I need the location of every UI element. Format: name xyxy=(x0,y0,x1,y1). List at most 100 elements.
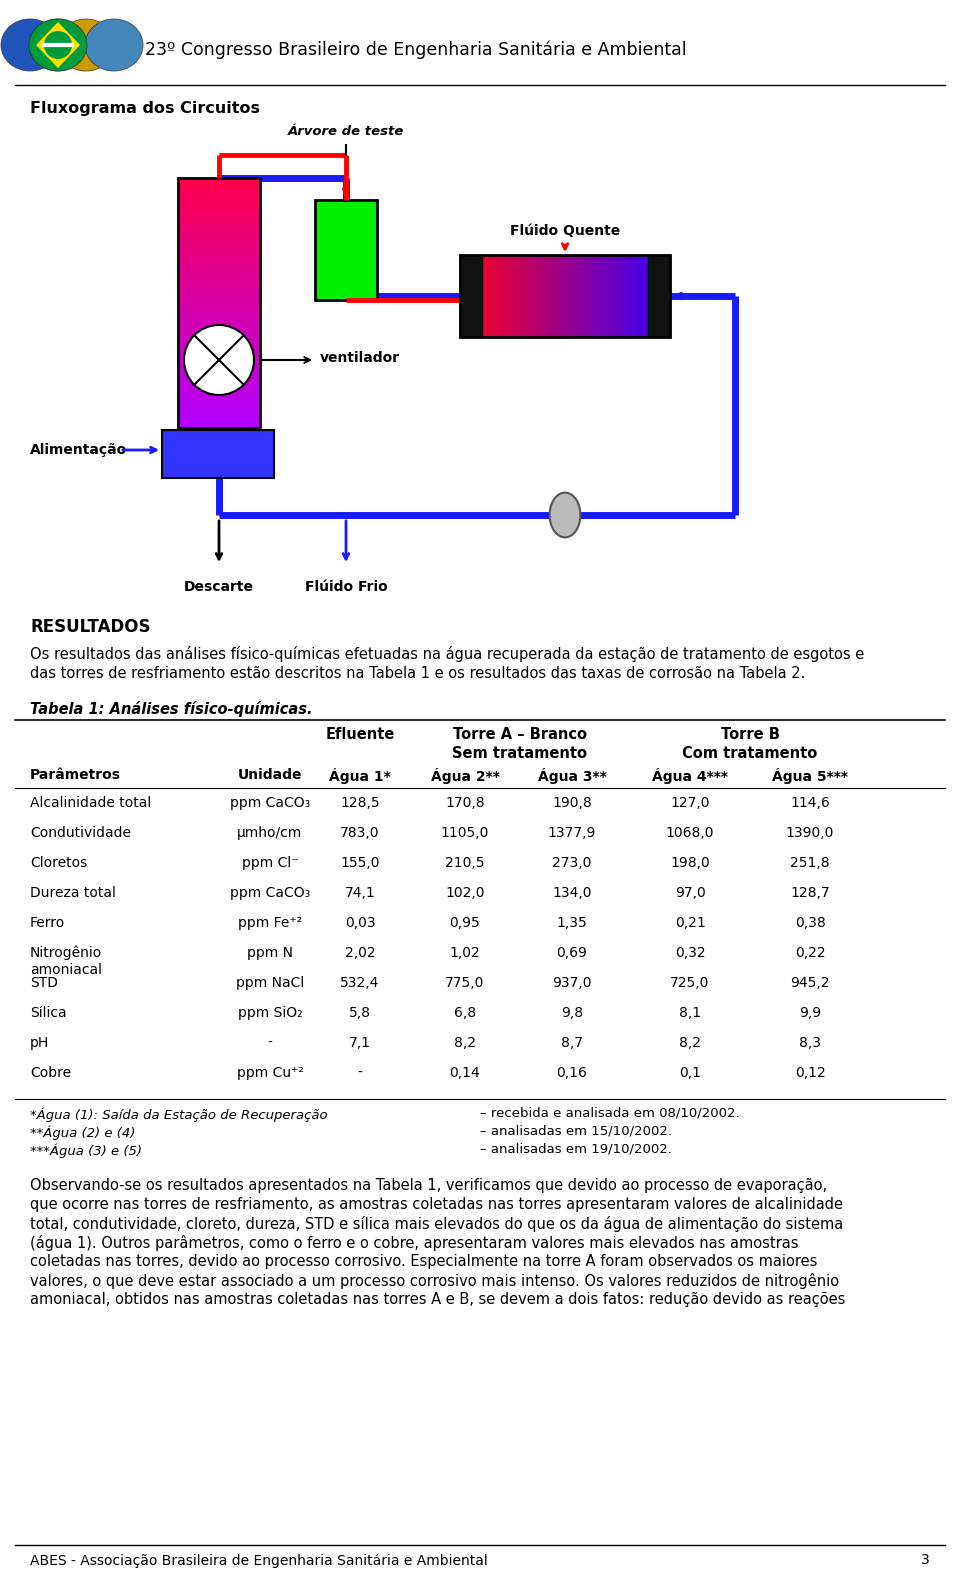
Text: 9,8: 9,8 xyxy=(561,1007,583,1019)
Text: total, condutividade, cloreto, dureza, STD e sílica mais elevados do que os da á: total, condutividade, cloreto, dureza, S… xyxy=(30,1216,843,1232)
Text: Tabela 1: Análises físico-químicas.: Tabela 1: Análises físico-químicas. xyxy=(30,702,313,717)
Text: – analisadas em 19/10/2002.: – analisadas em 19/10/2002. xyxy=(480,1144,672,1156)
Text: 198,0: 198,0 xyxy=(670,856,709,870)
Text: 6,8: 6,8 xyxy=(454,1007,476,1019)
Text: 0,1: 0,1 xyxy=(679,1066,701,1081)
Text: ppm Cl⁻: ppm Cl⁻ xyxy=(242,856,299,870)
Ellipse shape xyxy=(29,19,87,71)
Bar xyxy=(648,255,670,337)
Text: Descarte: Descarte xyxy=(184,580,254,595)
Text: 5,8: 5,8 xyxy=(349,1007,371,1019)
Text: coletadas nas torres, devido ao processo corrosivo. Especialmente na torre A for: coletadas nas torres, devido ao processo… xyxy=(30,1254,817,1269)
Text: Torre A – Branco: Torre A – Branco xyxy=(453,727,587,742)
Text: 0,03: 0,03 xyxy=(345,915,375,930)
Text: – recebida e analisada em 08/10/2002.: – recebida e analisada em 08/10/2002. xyxy=(480,1107,739,1120)
Text: ppm Cu⁺²: ppm Cu⁺² xyxy=(236,1066,303,1081)
Bar xyxy=(178,178,260,428)
Text: Nitrogênio
amoniacal: Nitrogênio amoniacal xyxy=(30,945,103,977)
Text: Dureza total: Dureza total xyxy=(30,886,116,900)
Text: Flúido Frio: Flúido Frio xyxy=(304,580,388,595)
Text: -: - xyxy=(268,1037,273,1051)
Circle shape xyxy=(184,326,254,395)
Text: -: - xyxy=(357,1066,363,1081)
Text: Água 2**: Água 2** xyxy=(431,768,499,783)
Bar xyxy=(162,429,274,478)
Text: 9,9: 9,9 xyxy=(799,1007,821,1019)
Text: Alimentação: Alimentação xyxy=(30,444,128,458)
Text: RESULTADOS: RESULTADOS xyxy=(30,618,151,635)
Text: Ferro: Ferro xyxy=(30,915,65,930)
Text: amoniacal, obtidos nas amostras coletadas nas torres A e B, se devem a dois fato: amoniacal, obtidos nas amostras coletada… xyxy=(30,1291,846,1307)
Text: 134,0: 134,0 xyxy=(552,886,591,900)
Text: Com tratamento: Com tratamento xyxy=(683,746,818,761)
Text: 532,4: 532,4 xyxy=(340,975,380,989)
Text: ppm Fe⁺²: ppm Fe⁺² xyxy=(238,915,302,930)
Text: 775,0: 775,0 xyxy=(445,975,485,989)
Text: 1,35: 1,35 xyxy=(557,915,588,930)
Text: 273,0: 273,0 xyxy=(552,856,591,870)
Text: 102,0: 102,0 xyxy=(445,886,485,900)
Ellipse shape xyxy=(1,19,59,71)
Text: das torres de resfriamento estão descritos na Tabela 1 e os resultados das taxas: das torres de resfriamento estão descrit… xyxy=(30,665,805,681)
Text: 1390,0: 1390,0 xyxy=(786,826,834,840)
Text: 0,69: 0,69 xyxy=(557,945,588,960)
Text: 945,2: 945,2 xyxy=(790,975,829,989)
Text: Fluxograma dos Circuitos: Fluxograma dos Circuitos xyxy=(30,101,260,115)
Text: 7,1: 7,1 xyxy=(349,1037,371,1051)
Text: Flúido Quente: Flúido Quente xyxy=(510,223,620,238)
Text: Unidade: Unidade xyxy=(238,768,302,782)
Text: 0,21: 0,21 xyxy=(675,915,706,930)
Ellipse shape xyxy=(549,492,581,538)
Text: valores, o que deve estar associado a um processo corrosivo mais intenso. Os val: valores, o que deve estar associado a um… xyxy=(30,1273,839,1288)
Text: 1377,9: 1377,9 xyxy=(548,826,596,840)
Ellipse shape xyxy=(85,19,143,71)
Text: Água 5***: Água 5*** xyxy=(772,768,848,783)
Text: ABES - Associação Brasileira de Engenharia Sanitária e Ambiental: ABES - Associação Brasileira de Engenhar… xyxy=(30,1553,488,1568)
Text: 0,32: 0,32 xyxy=(675,945,706,960)
Text: 190,8: 190,8 xyxy=(552,796,592,810)
Text: Alcalinidade total: Alcalinidade total xyxy=(30,796,152,810)
Text: Os resultados das análises físico-químicas efetuadas na água recuperada da estaç: Os resultados das análises físico-químic… xyxy=(30,647,864,662)
Text: 127,0: 127,0 xyxy=(670,796,709,810)
Text: 783,0: 783,0 xyxy=(340,826,380,840)
Text: 74,1: 74,1 xyxy=(345,886,375,900)
Text: 251,8: 251,8 xyxy=(790,856,829,870)
Text: Efluente: Efluente xyxy=(325,727,395,742)
Text: Torre B: Torre B xyxy=(721,727,780,742)
Text: 0,16: 0,16 xyxy=(557,1066,588,1081)
Text: 8,2: 8,2 xyxy=(679,1037,701,1051)
Text: Água 4***: Água 4*** xyxy=(652,768,728,783)
Text: 2,02: 2,02 xyxy=(345,945,375,960)
Text: 1068,0: 1068,0 xyxy=(665,826,714,840)
Text: 128,7: 128,7 xyxy=(790,886,829,900)
Text: Cloretos: Cloretos xyxy=(30,856,87,870)
Text: ppm NaCl: ppm NaCl xyxy=(236,975,304,989)
Text: 0,22: 0,22 xyxy=(795,945,826,960)
Polygon shape xyxy=(36,22,80,68)
Text: *Água (1): Saída da Estação de Recuperação: *Água (1): Saída da Estação de Recuperaç… xyxy=(30,1107,327,1122)
Text: pH: pH xyxy=(30,1037,49,1051)
Text: STD: STD xyxy=(30,975,58,989)
Text: Sem tratamento: Sem tratamento xyxy=(452,746,588,761)
Text: ppm N: ppm N xyxy=(247,945,293,960)
Text: 155,0: 155,0 xyxy=(340,856,380,870)
Text: 128,5: 128,5 xyxy=(340,796,380,810)
Text: 0,95: 0,95 xyxy=(449,915,480,930)
Text: Condutividade: Condutividade xyxy=(30,826,131,840)
Text: Sílica: Sílica xyxy=(30,1007,66,1019)
Circle shape xyxy=(44,31,72,60)
Text: 8,7: 8,7 xyxy=(561,1037,583,1051)
Ellipse shape xyxy=(57,19,115,71)
Text: – analisadas em 15/10/2002.: – analisadas em 15/10/2002. xyxy=(480,1125,672,1137)
Text: 170,8: 170,8 xyxy=(445,796,485,810)
Text: Árvore de teste: Árvore de teste xyxy=(288,124,404,138)
Text: ppm SiO₂: ppm SiO₂ xyxy=(238,1007,302,1019)
Text: 8,1: 8,1 xyxy=(679,1007,701,1019)
Text: 0,38: 0,38 xyxy=(795,915,826,930)
Text: Cobre: Cobre xyxy=(30,1066,71,1081)
Text: Observando-se os resultados apresentados na Tabela 1, verificamos que devido ao : Observando-se os resultados apresentados… xyxy=(30,1178,828,1192)
Text: ppm CaCO₃: ppm CaCO₃ xyxy=(229,886,310,900)
Bar xyxy=(460,255,482,337)
Text: Parâmetros: Parâmetros xyxy=(30,768,121,782)
Text: 0,12: 0,12 xyxy=(795,1066,826,1081)
